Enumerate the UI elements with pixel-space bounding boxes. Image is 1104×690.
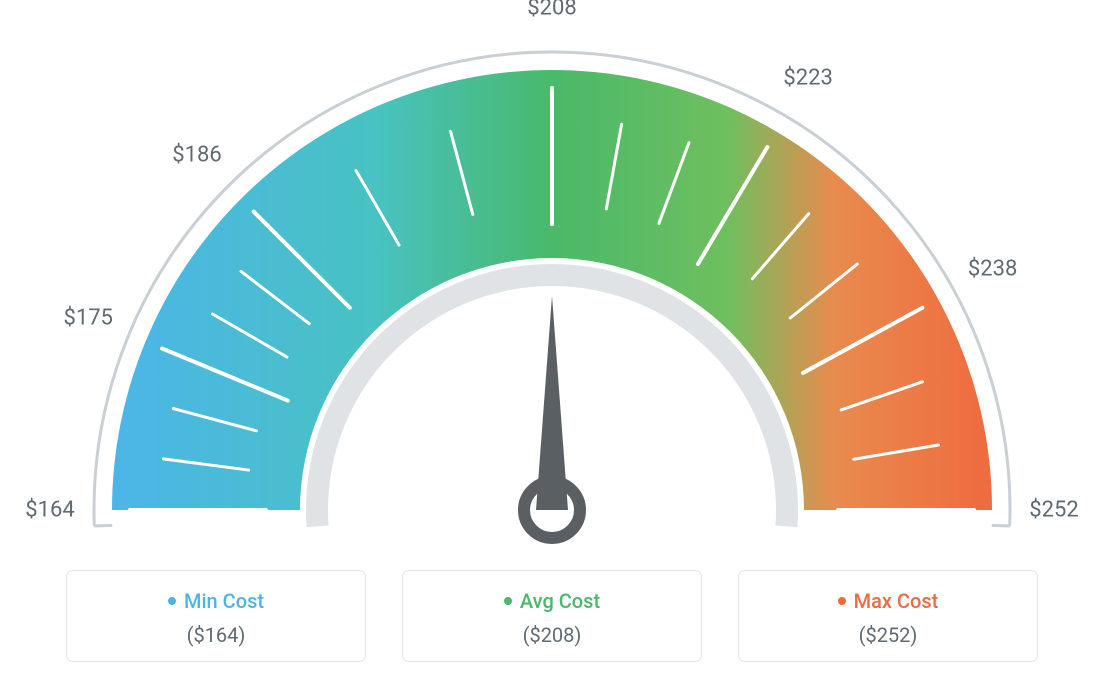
legend-title-min: Min Cost <box>168 589 264 613</box>
legend-card-min: Min Cost ($164) <box>66 570 366 662</box>
gauge-tick-label: $252 <box>1029 498 1078 523</box>
legend-card-max: Max Cost ($252) <box>738 570 1038 662</box>
legend-value: ($164) <box>77 623 355 647</box>
legend-label: Max Cost <box>854 589 939 613</box>
gauge-svg <box>0 0 1104 560</box>
legend-title-avg: Avg Cost <box>504 589 600 613</box>
legend-label: Avg Cost <box>520 589 600 613</box>
gauge-tick-label: $186 <box>172 143 221 168</box>
dot-icon <box>838 597 846 605</box>
gauge-chart: $164 $175 $186 $208 $223 $238 $252 <box>0 0 1104 560</box>
dot-icon <box>504 597 512 605</box>
gauge-tick-label: $175 <box>63 305 112 330</box>
gauge-tick-label: $164 <box>25 498 74 523</box>
legend-value: ($252) <box>749 623 1027 647</box>
gauge-tick-label: $223 <box>783 66 832 91</box>
legend-value: ($208) <box>413 623 691 647</box>
gauge-tick-label: $208 <box>527 0 576 21</box>
gauge-tick-label: $238 <box>968 257 1017 282</box>
legend: Min Cost ($164) Avg Cost ($208) Max Cost… <box>0 570 1104 662</box>
legend-card-avg: Avg Cost ($208) <box>402 570 702 662</box>
legend-title-max: Max Cost <box>838 589 939 613</box>
legend-label: Min Cost <box>184 589 264 613</box>
dot-icon <box>168 597 176 605</box>
